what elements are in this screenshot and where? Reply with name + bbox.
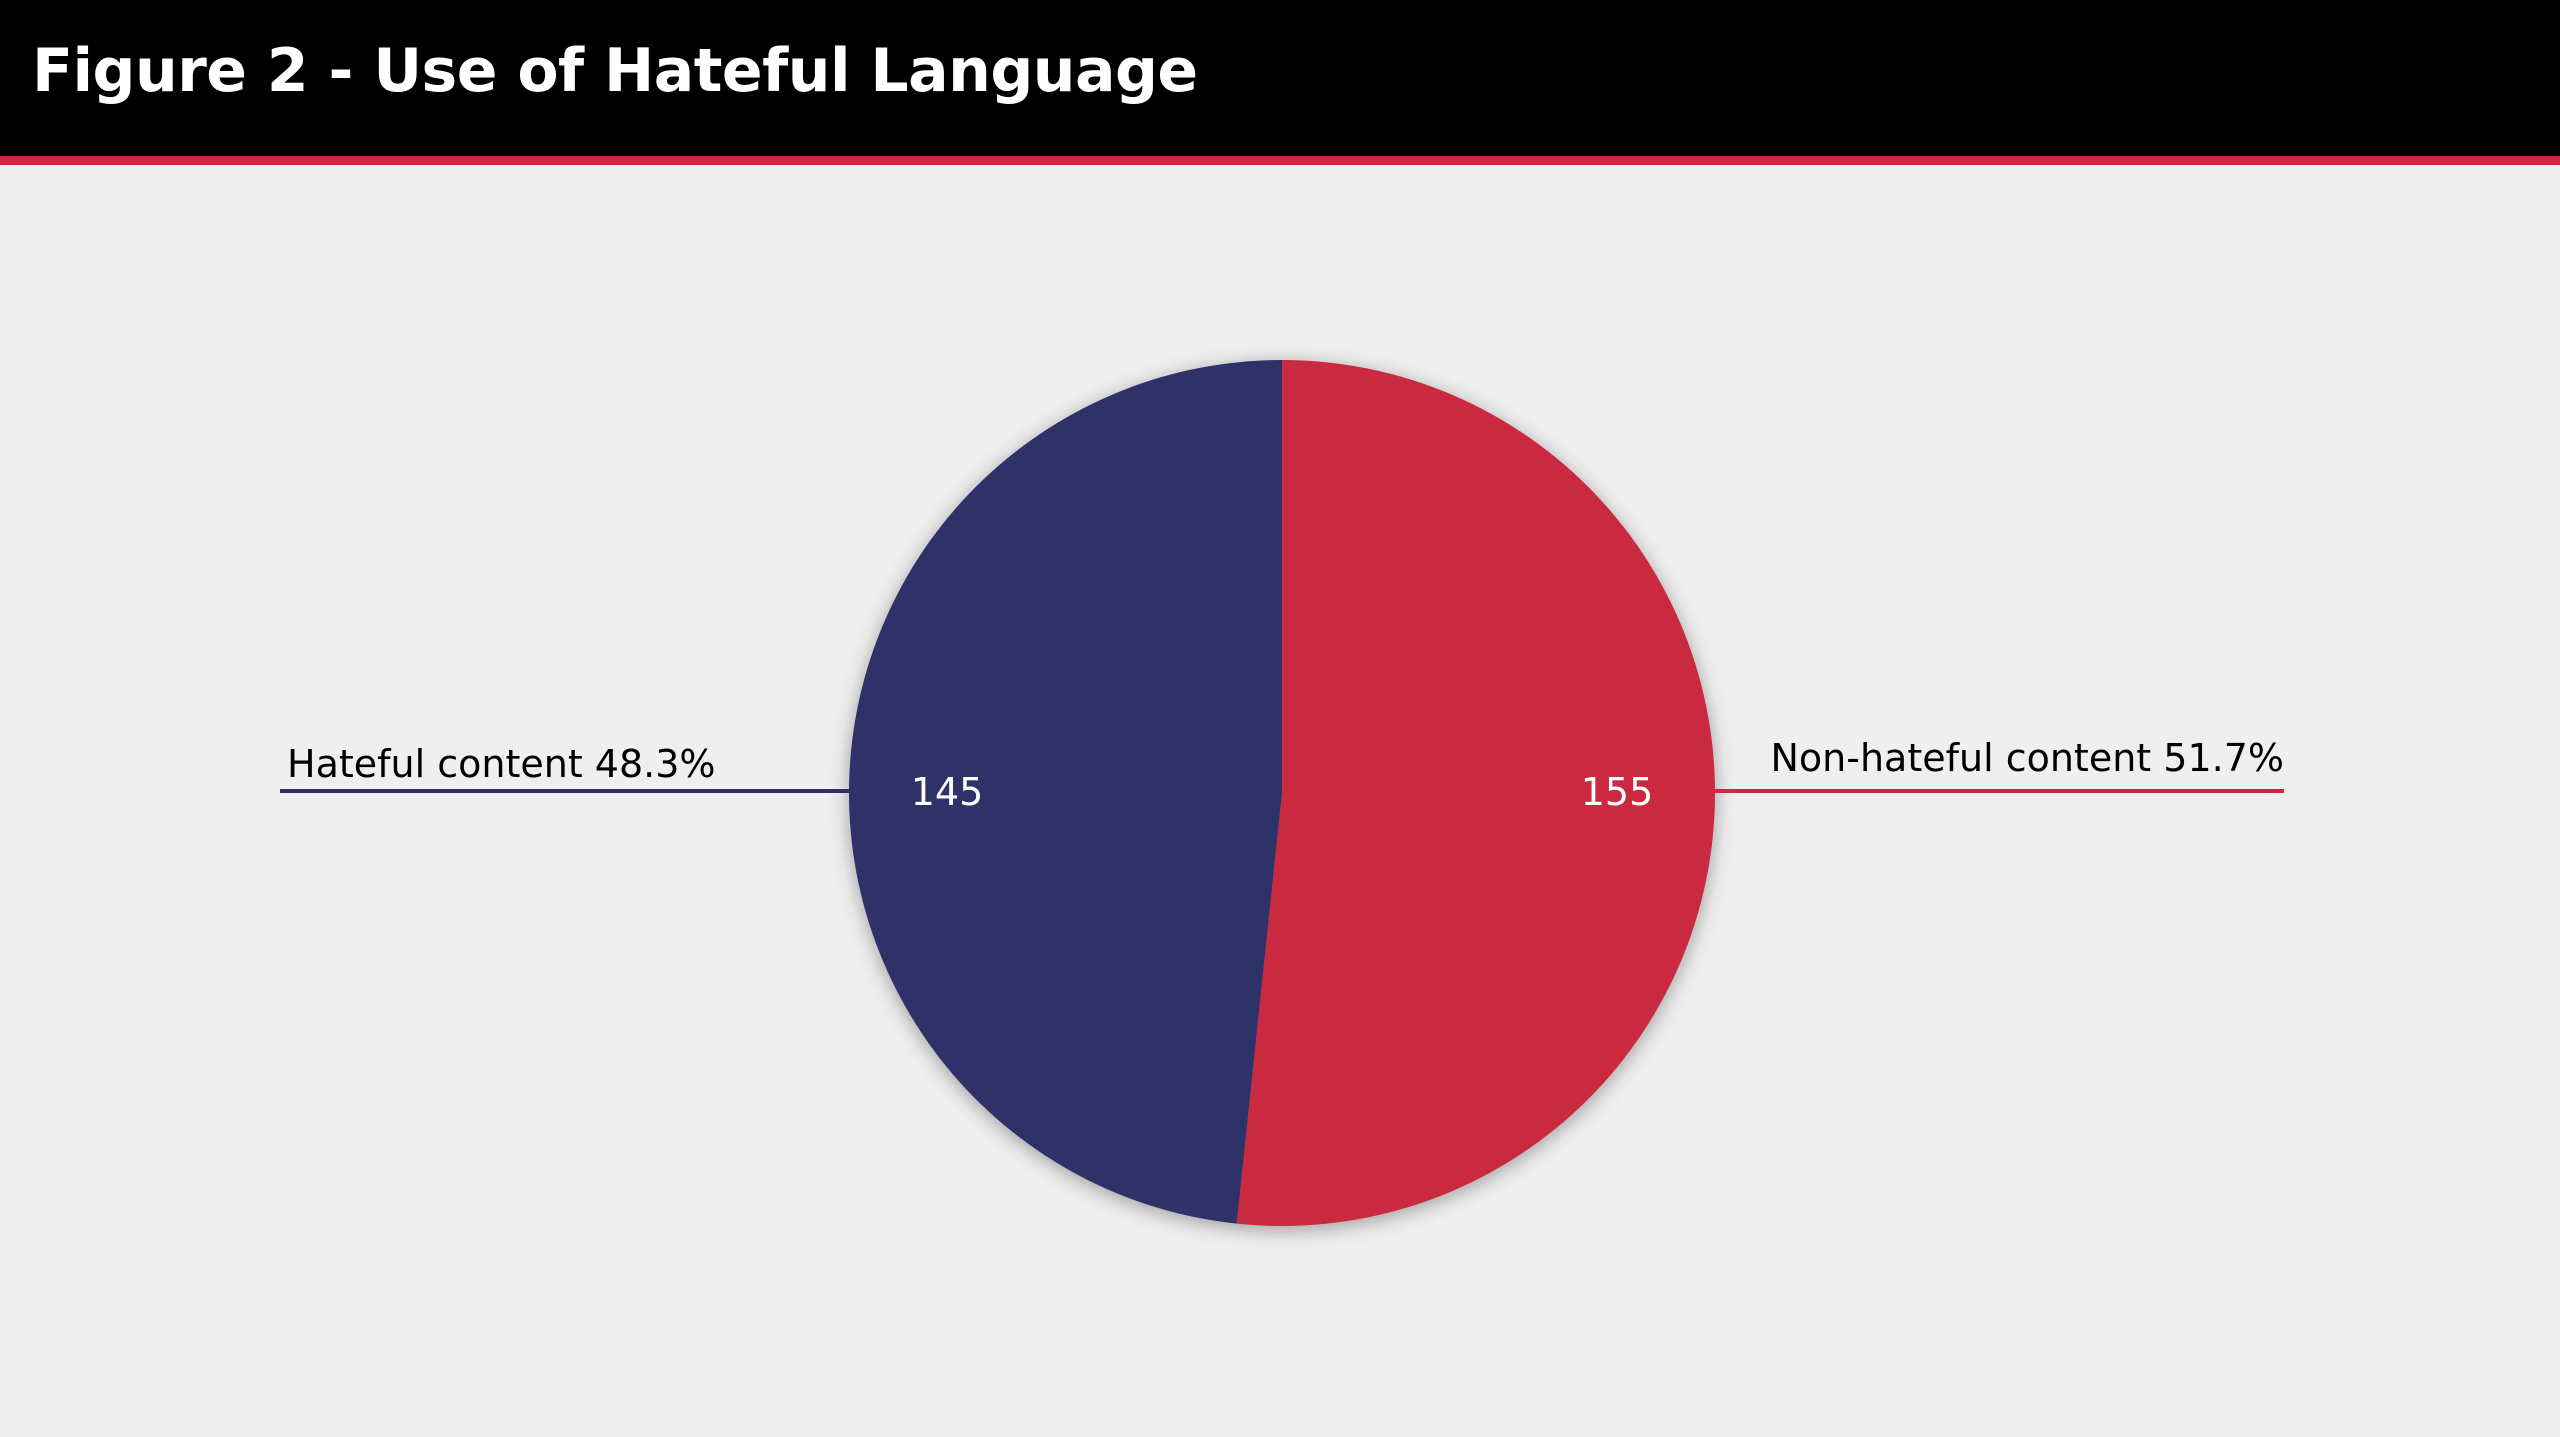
pie-slices bbox=[849, 360, 1716, 1226]
header-bar: Figure 2 - Use of Hateful Language bbox=[0, 0, 2560, 156]
pie-slice-hateful-content bbox=[849, 360, 1282, 1224]
slice-callout-label: Non-hateful content 51.7% bbox=[1770, 736, 2284, 780]
slice-value-label: 145 bbox=[911, 770, 984, 814]
chart-area: 155 145 Non-hateful content 51.7% Hateful … bbox=[0, 165, 2560, 1437]
pie-slice-non-hateful-content bbox=[1236, 360, 1716, 1226]
header-accent-rule bbox=[0, 156, 2560, 165]
pie-labels: 155 145 bbox=[911, 770, 1654, 814]
page-title: Figure 2 - Use of Hateful Language bbox=[32, 36, 1198, 106]
slice-callout-label: Hateful content 48.3% bbox=[287, 742, 716, 786]
slice-value-label: 155 bbox=[1581, 770, 1654, 814]
pie-callouts: Non-hateful content 51.7% Hateful content… bbox=[280, 736, 2284, 793]
pie-chart: 155 145 Non-hateful content 51.7% Hateful … bbox=[280, 360, 2284, 1226]
